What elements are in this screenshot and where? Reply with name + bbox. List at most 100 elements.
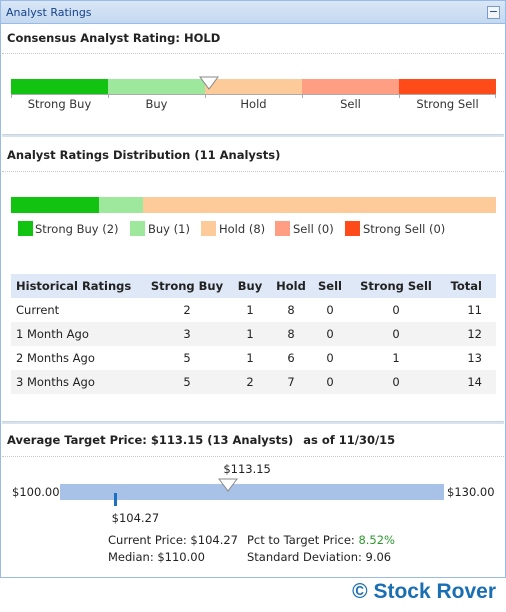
target-low-label: $100.00 <box>12 485 60 499</box>
table-cell: 0 <box>350 370 442 394</box>
column-header: Hold <box>272 274 310 298</box>
pct-to-target-label: Pct to Target Price: <box>247 533 355 547</box>
table-cell: 2 <box>183 303 191 317</box>
target-price-label: $113.15 <box>223 462 271 476</box>
legend-label: Hold (8) <box>219 222 266 236</box>
table-row: 3 Months Ago 5 2 7 0 0 14 <box>11 370 496 394</box>
table-cell: 2 Months Ago <box>16 351 95 365</box>
target-range-bar <box>60 484 444 500</box>
consensus-tick <box>11 94 12 98</box>
table-cell: 1 <box>246 351 254 365</box>
consensus-scale-label: Hold <box>240 97 267 111</box>
consensus-segment <box>205 79 302 95</box>
table-cell: 1 <box>246 303 254 317</box>
column-header: Buy <box>228 274 272 298</box>
current-price-label: $104.27 <box>111 511 160 525</box>
consensus-scale-label: Sell <box>340 97 361 111</box>
table-cell: 8 <box>272 322 310 346</box>
distribution-segment <box>99 197 144 213</box>
consensus-value: HOLD <box>183 31 221 45</box>
legend-label: Sell (0) <box>293 222 334 236</box>
consensus-tick <box>108 94 109 98</box>
target-high-label: $130.00 <box>447 485 495 499</box>
table-row: 1 Month Ago 3 1 8 0 0 12 <box>11 322 496 346</box>
collapse-icon[interactable]: − <box>487 5 500 19</box>
target-as-of: as of 11/30/15 <box>303 433 396 447</box>
table-cell: 7 <box>272 370 310 394</box>
consensus-marker-icon <box>199 76 220 90</box>
distribution-segment <box>143 197 496 213</box>
analyst-ratings-panel: Analyst Ratings − Consensus Analyst Rati… <box>0 0 506 578</box>
divider <box>2 456 504 457</box>
table-cell: 11 <box>467 303 482 317</box>
legend-label: Strong Buy (2) <box>35 222 119 236</box>
column-header: Strong Buy <box>146 274 228 298</box>
table-cell: 5 <box>146 370 228 394</box>
legend-label: Buy (1) <box>148 222 190 236</box>
legend-swatch <box>275 221 290 236</box>
consensus-segment <box>11 79 108 95</box>
target-marker-icon <box>218 478 239 492</box>
std-dev-text: Standard Deviation: 9.06 <box>247 550 392 564</box>
table-cell: Current <box>16 303 60 317</box>
table-cell: 1 <box>392 351 400 365</box>
table-cell: 0 <box>310 370 350 394</box>
distribution-segment <box>11 197 100 213</box>
legend-swatch <box>130 221 145 236</box>
table-cell: 0 <box>326 351 334 365</box>
consensus-tick <box>205 94 206 98</box>
brand-logo: © Stock Rover <box>352 580 496 603</box>
table-cell: 8 <box>287 303 295 317</box>
table-cell: 2 <box>228 370 272 394</box>
divider <box>2 171 504 172</box>
panel-title: Analyst Ratings <box>6 6 92 19</box>
consensus-segment <box>399 79 496 95</box>
consensus-title: Consensus Analyst Rating: HOLD <box>7 31 220 45</box>
table-cell: 1 <box>228 322 272 346</box>
table-cell: 0 <box>350 322 442 346</box>
consensus-segment <box>302 79 399 95</box>
panel-header: Analyst Ratings − <box>1 1 505 24</box>
table-row: 2 Months Ago 5 1 6 0 1 13 <box>11 346 496 370</box>
table-header-row: Historical Ratings Strong Buy Buy Hold S… <box>11 274 496 298</box>
table-cell: 1 Month Ago <box>11 322 146 346</box>
table-cell: 0 <box>392 303 400 317</box>
consensus-tick <box>302 94 303 98</box>
consensus-scale-label: Strong Sell <box>416 97 479 111</box>
consensus-tick <box>495 94 496 98</box>
column-header: Strong Sell <box>350 274 442 298</box>
table-cell: 5 <box>183 351 191 365</box>
legend-label: Strong Sell (0) <box>363 222 446 236</box>
legend-swatch <box>18 221 33 236</box>
current-price-marker <box>113 493 117 506</box>
consensus-segment <box>108 79 205 95</box>
divider <box>2 53 504 54</box>
table-cell: 0 <box>310 322 350 346</box>
consensus-scale-label: Buy <box>145 97 168 111</box>
column-header: Historical Ratings <box>11 274 146 298</box>
pct-to-target-value: 8.52% <box>358 533 395 547</box>
table-cell: 6 <box>287 351 295 365</box>
historical-ratings-table: Historical Ratings Strong Buy Buy Hold S… <box>11 274 496 394</box>
table-cell: 13 <box>467 351 482 365</box>
section-separator <box>2 421 504 424</box>
median-text: Median: $110.00 <box>108 550 205 564</box>
legend-swatch <box>345 221 360 236</box>
target-title-text: Average Target Price: $113.15 (13 Analys… <box>7 433 294 447</box>
distribution-title: Analyst Ratings Distribution (11 Analyst… <box>7 148 281 162</box>
consensus-scale-label: Strong Buy <box>27 97 92 111</box>
pct-to-target: Pct to Target Price: 8.52% <box>247 533 395 547</box>
table-cell: 12 <box>442 322 496 346</box>
table-cell: 3 Months Ago <box>11 370 146 394</box>
current-price-text: Current Price: $104.27 <box>108 533 238 547</box>
consensus-label: Consensus Analyst Rating: <box>7 31 180 45</box>
target-title: Average Target Price: $113.15 (13 Analys… <box>7 433 395 447</box>
table-row: Current 2 1 8 0 0 11 <box>11 298 496 322</box>
legend-swatch <box>201 221 216 236</box>
table-cell: 3 <box>146 322 228 346</box>
consensus-baseline <box>11 94 496 95</box>
table-cell: 0 <box>326 303 334 317</box>
section-separator <box>2 134 504 137</box>
column-header: Total <box>442 274 496 298</box>
column-header: Sell <box>310 274 350 298</box>
